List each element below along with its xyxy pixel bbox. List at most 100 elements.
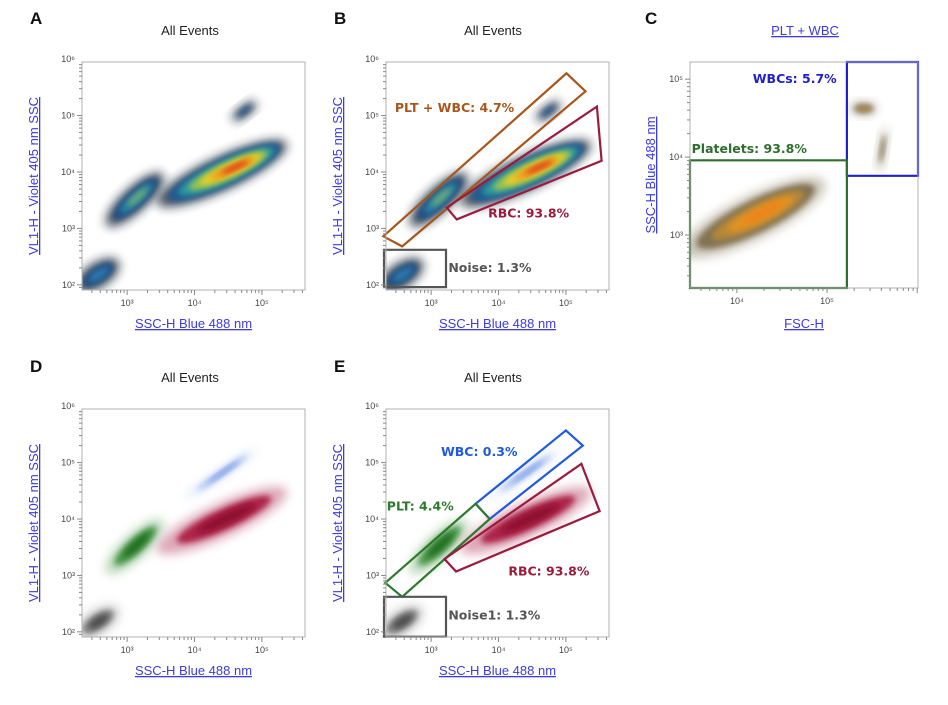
- x-tick-label: 10⁴: [188, 645, 202, 655]
- plot-area: [386, 62, 609, 290]
- population-plt: [409, 172, 468, 227]
- y-tick-label: 10⁴: [61, 167, 75, 177]
- y-tick-label: 10⁶: [365, 54, 379, 64]
- panel-letter: D: [30, 357, 42, 376]
- gate-label: RBC: 93.8%: [488, 206, 570, 221]
- x-axis-label[interactable]: FSC-H: [784, 316, 824, 331]
- plot-frame: [385, 61, 610, 291]
- y-tick-label: 10²: [62, 627, 75, 637]
- panel-title: All Events: [161, 23, 219, 38]
- y-tick-label: 10⁴: [669, 152, 683, 162]
- y-tick-label: 10⁶: [61, 54, 75, 64]
- gate-plt-wbc[interactable]: [381, 71, 588, 248]
- density-layer: [393, 267, 413, 282]
- gate-plt[interactable]: [383, 502, 492, 599]
- density-layer: [858, 106, 870, 111]
- gate-rbc[interactable]: [445, 104, 603, 221]
- density-layer: [89, 267, 109, 282]
- x-tick-label: 10⁵: [255, 298, 269, 308]
- plot-frame: [689, 61, 919, 289]
- population-wbc: [185, 448, 257, 499]
- y-tick-label: 10³: [670, 230, 683, 240]
- gate-label: WBCs: 5.7%: [753, 71, 837, 86]
- density-layer: [541, 104, 557, 117]
- y-tick-label: 10⁵: [61, 458, 75, 468]
- population-noise: [386, 604, 424, 637]
- gate-label: RBC: 93.8%: [508, 563, 590, 578]
- density-layer: [123, 533, 150, 557]
- y-tick-label: 10⁴: [365, 167, 379, 177]
- y-tick-label: 10⁵: [365, 458, 379, 468]
- density-layer: [127, 187, 148, 207]
- x-tick-label: 10⁵: [255, 645, 269, 655]
- plot-frame: [81, 408, 306, 638]
- density-layer: [197, 504, 256, 533]
- y-tick-label: 10⁶: [61, 401, 75, 411]
- panel-c: C PLT + WBC WBCs: 5.7% Platelets: 93.8% 10⁴ 1…: [643, 9, 920, 331]
- y-axis-label[interactable]: VL1-H - Violet 405 nm SSC: [330, 444, 345, 602]
- panel-d: D All Events 10³ 10⁴ 10⁵ 10² 10³ 10⁴ 10⁵ 10⁶ SSC-H…: [26, 357, 306, 678]
- panel-e: E All Events WBC: 0.3% PLT: 4.4% RBC: 93.8% N…: [330, 357, 610, 678]
- y-tick-label: 10⁴: [365, 514, 379, 524]
- x-axis-label[interactable]: SSC-H Blue 488 nm: [135, 316, 252, 331]
- y-tick-label: 10²: [62, 280, 75, 290]
- density-layer: [221, 160, 249, 174]
- gate-label: WBC: 0.3%: [441, 444, 518, 459]
- population-rbc: [460, 139, 592, 208]
- density-layer: [501, 504, 560, 533]
- y-tick-label: 10³: [62, 570, 75, 580]
- population-rbc: [156, 486, 288, 555]
- y-axis-label[interactable]: VL1-H - Violet 405 nm SSC: [26, 444, 41, 602]
- panel-letter: A: [30, 9, 42, 28]
- population-rbc: [156, 139, 288, 208]
- plot-area: [82, 409, 305, 637]
- panel-title: All Events: [464, 370, 522, 385]
- population-plt: [105, 172, 164, 227]
- gate-noise[interactable]: [382, 248, 448, 289]
- density-layer: [89, 614, 109, 629]
- x-tick-label: 10⁴: [730, 296, 744, 306]
- panel-letter: E: [334, 357, 345, 376]
- gate-label: Platelets: 93.8%: [692, 141, 808, 156]
- x-tick-label: 10⁴: [492, 645, 506, 655]
- gate-rbc[interactable]: [442, 462, 602, 573]
- density-layer: [879, 135, 886, 163]
- population-plt: [105, 519, 164, 574]
- population-noise: [82, 257, 120, 290]
- y-axis-label[interactable]: VL1-H - Violet 405 nm SSC: [330, 97, 345, 255]
- density-layer: [207, 460, 240, 484]
- panel-letter: C: [645, 9, 657, 28]
- panel-title: All Events: [464, 23, 522, 38]
- panel-b: B All Events PLT + WBC: 4.7% RBC: 93.8% Nois…: [330, 9, 610, 331]
- x-axis-label[interactable]: SSC-H Blue 488 nm: [439, 663, 556, 678]
- plot-frame: [385, 408, 610, 638]
- panel-letter: B: [334, 9, 346, 28]
- density-layer: [393, 614, 413, 629]
- y-tick-label: 10²: [366, 280, 379, 290]
- y-tick-label: 10⁶: [365, 401, 379, 411]
- y-tick-label: 10⁵: [669, 74, 683, 84]
- x-axis-label[interactable]: SSC-H Blue 488 nm: [135, 663, 252, 678]
- panel-a: A All Events 10³ 10⁴ 10⁵ 10² 10³ 10⁴ 10⁵ 10⁶ SSC-H…: [26, 9, 306, 331]
- population-wbc: [535, 100, 561, 122]
- population-wbc: [489, 448, 561, 499]
- gate-label: Noise: 1.3%: [448, 260, 532, 275]
- x-tick-label: 10⁴: [188, 298, 202, 308]
- gate-label: Noise1: 1.3%: [448, 608, 540, 623]
- y-axis-label[interactable]: VL1-H - Violet 405 nm SSC: [26, 97, 41, 255]
- population-noise: [386, 257, 424, 290]
- x-tick-label: 10⁴: [492, 298, 506, 308]
- x-axis-label[interactable]: SSC-H Blue 488 nm: [439, 316, 556, 331]
- plot-frame: [81, 61, 306, 291]
- density-layer: [431, 187, 452, 207]
- x-tick-label: 10³: [425, 645, 438, 655]
- density-layer: [742, 202, 784, 224]
- y-tick-label: 10⁴: [61, 514, 75, 524]
- y-tick-label: 10⁵: [365, 111, 379, 121]
- y-axis-label[interactable]: SSC-H Blue 488 nm: [643, 116, 658, 233]
- population-wbc-tail: [877, 128, 888, 172]
- x-tick-label: 10³: [425, 298, 438, 308]
- x-tick-label: 10⁵: [559, 645, 573, 655]
- panel-title[interactable]: PLT + WBC: [771, 23, 839, 38]
